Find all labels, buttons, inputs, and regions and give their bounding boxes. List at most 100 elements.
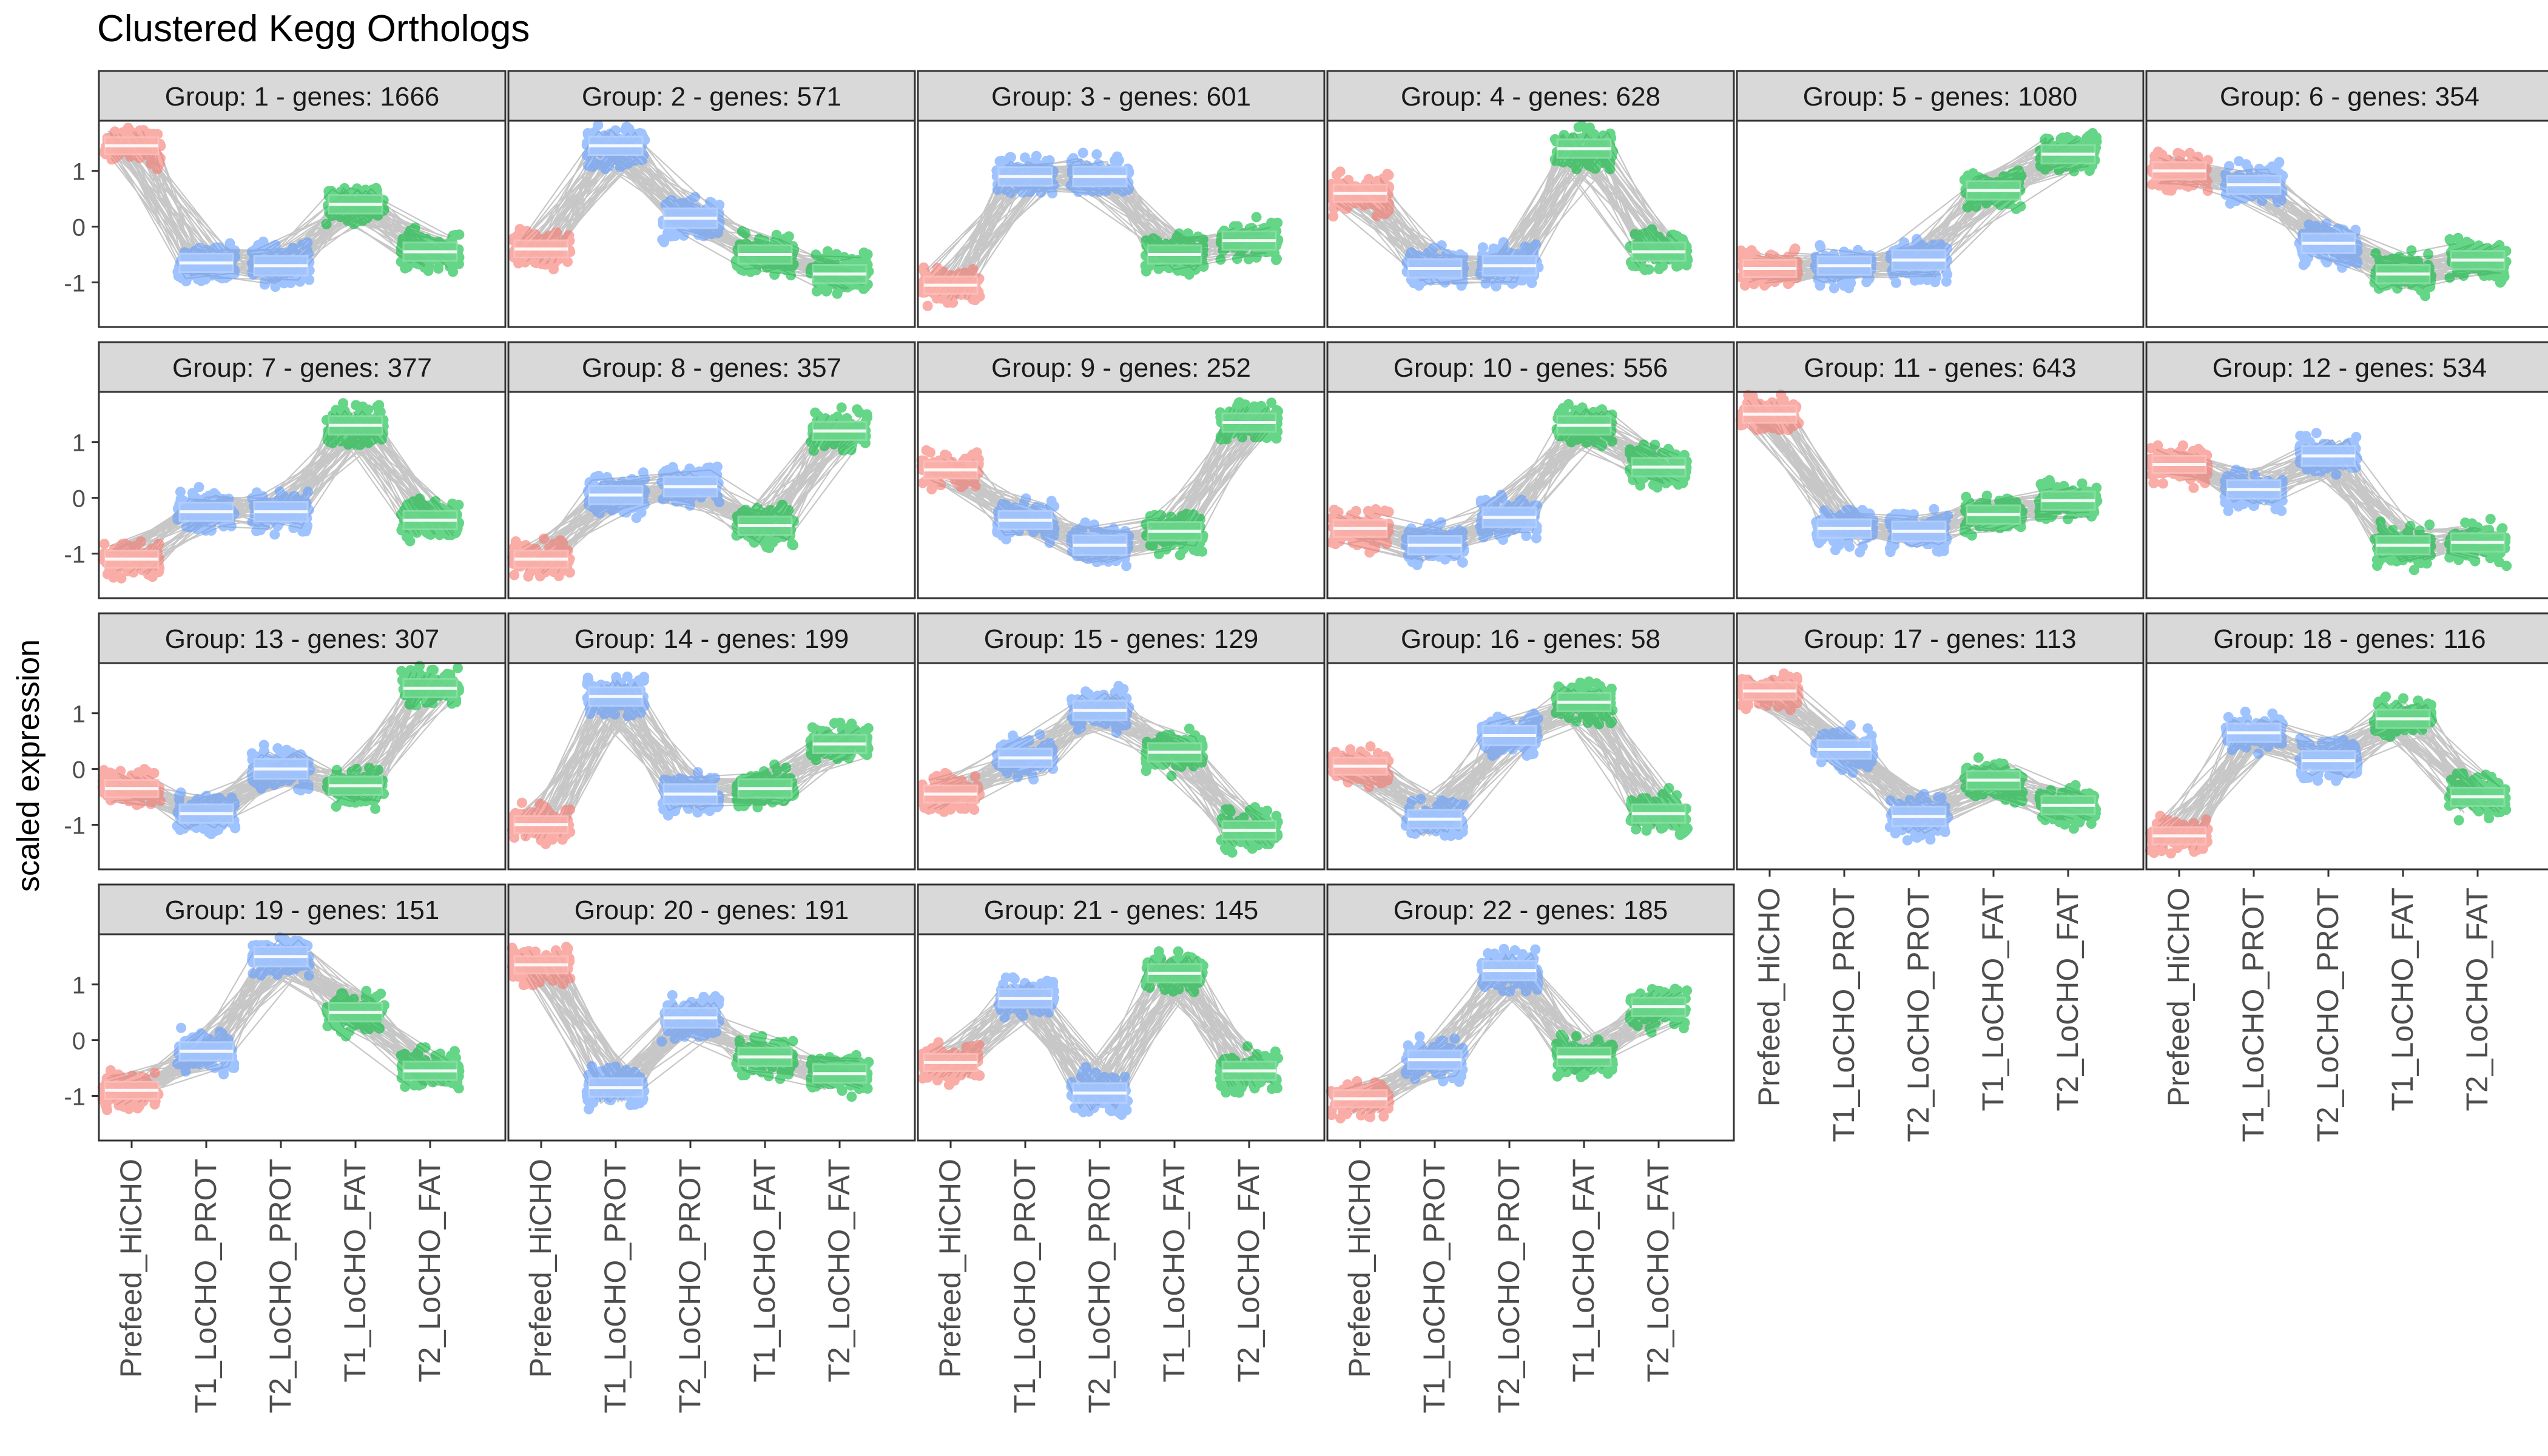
facet-group-16: Group: 16 - genes: 58	[1326, 612, 1735, 871]
panel-border	[98, 120, 507, 328]
facet-strip	[2145, 341, 2548, 393]
x-tick-label: T2_LoCHO_FAT	[1232, 1159, 1266, 1383]
x-axis-group-20: Prefeed_HiCHO T1_LoCHO_PROT T2_LoCHO_PROT T…	[524, 1141, 856, 1414]
facet-group-22: Group: 22 - genes: 185	[1326, 883, 1735, 1142]
facet-group-9: Group: 9 - genes: 252	[916, 341, 1326, 599]
x-tick-label: T1_LoCHO_PROT	[1417, 1159, 1451, 1414]
x-tick-label: T2_LoCHO_FAT	[1641, 1159, 1675, 1383]
facet-strip	[98, 70, 507, 122]
facet-panels: Group: 1 - genes: 1666 1 0 -1 Group: 2 - gen…	[64, 70, 2548, 1142]
facet-strip	[98, 341, 507, 393]
panel-border	[507, 933, 916, 1142]
x-tick-label: T1_LoCHO_FAT	[338, 1159, 372, 1383]
x-tick-label: T2_LoCHO_FAT	[2460, 888, 2494, 1111]
facet-group-11: Group: 11 - genes: 643	[1735, 341, 2145, 599]
x-axis-group-18: Prefeed_HiCHO T1_LoCHO_PROT T2_LoCHO_PROT T…	[2162, 869, 2494, 1142]
facet-group-14: Group: 14 - genes: 199	[507, 612, 916, 871]
facet-strip	[1736, 612, 2145, 664]
facet-strip	[917, 70, 1326, 122]
facet-strip	[1736, 341, 2145, 393]
facet-label: Group: 12 - genes: 534	[2213, 353, 2487, 383]
facet-strip	[98, 612, 507, 664]
facet-strip	[1326, 883, 1735, 935]
facet-strip	[1326, 612, 1735, 664]
facet-group-7: Group: 7 - genes: 377 1 0 -1	[64, 341, 507, 599]
facet-label: Group: 9 - genes: 252	[991, 353, 1251, 383]
panel-border	[2145, 662, 2548, 871]
y-tick-label: -1	[64, 812, 86, 839]
facet-label: Group: 13 - genes: 307	[165, 624, 440, 654]
facet-group-5: Group: 5 - genes: 1080	[1736, 70, 2145, 328]
facet-group-2: Group: 2 - genes: 571	[507, 70, 916, 328]
y-tick-label: 1	[72, 159, 86, 186]
facet-strip	[507, 70, 916, 122]
panel-border	[1736, 662, 2145, 871]
y-axis-label: scaled expression	[11, 639, 46, 892]
panel-border	[1326, 120, 1735, 328]
facet-label: Group: 7 - genes: 377	[172, 353, 432, 383]
facet-label: Group: 2 - genes: 571	[582, 82, 841, 112]
facet-group-12: Group: 12 - genes: 534	[2145, 341, 2548, 599]
panel-border	[98, 662, 507, 871]
y-tick-label: 1	[72, 701, 86, 728]
x-axis-group-22: Prefeed_HiCHO T1_LoCHO_PROT T2_LoCHO_PROT T…	[1343, 1141, 1675, 1414]
x-tick-label: T2_LoCHO_PROT	[1082, 1159, 1116, 1414]
y-tick-label: 0	[72, 1028, 86, 1055]
facet-label: Group: 10 - genes: 556	[1394, 353, 1668, 383]
y-tick-label: 1	[72, 430, 86, 457]
panel-border	[507, 120, 916, 328]
facet-label: Group: 11 - genes: 643	[1804, 353, 2076, 383]
facet-group-21: Group: 21 - genes: 145	[917, 883, 1326, 1142]
facet-strip	[98, 883, 507, 935]
facet-label: Group: 17 - genes: 113	[1804, 624, 2076, 654]
x-axis-group-17: Prefeed_HiCHO T1_LoCHO_PROT T2_LoCHO_PROT T…	[1752, 869, 2085, 1142]
panel-border	[917, 391, 1326, 599]
panel-border	[507, 662, 916, 871]
x-tick-label: Prefeed_HiCHO	[1343, 1159, 1377, 1378]
facet-strip	[1326, 70, 1735, 122]
x-tick-label: T1_LoCHO_PROT	[598, 1159, 632, 1414]
x-tick-label: T1_LoCHO_FAT	[747, 1159, 781, 1383]
facet-label: Group: 4 - genes: 628	[1401, 82, 1660, 112]
facet-group-15: Group: 15 - genes: 129	[917, 612, 1326, 871]
x-tick-label: T2_LoCHO_PROT	[263, 1159, 297, 1414]
x-tick-label: Prefeed_HiCHO	[933, 1159, 967, 1378]
panel-border	[2145, 391, 2548, 599]
panel-border	[507, 391, 916, 599]
panel-border	[917, 120, 1326, 328]
facet-label: Group: 6 - genes: 354	[2220, 82, 2479, 112]
y-tick-label: -1	[64, 270, 86, 297]
x-tick-label: Prefeed_HiCHO	[1752, 888, 1786, 1107]
facet-label: Group: 21 - genes: 145	[984, 895, 1259, 925]
facet-panel	[1327, 392, 1734, 598]
facet-label: Group: 1 - genes: 1666	[165, 82, 440, 112]
x-tick-label: Prefeed_HiCHO	[2162, 888, 2196, 1107]
facet-label: Group: 22 - genes: 185	[1394, 895, 1668, 925]
facet-group-6: Group: 6 - genes: 354	[2145, 70, 2548, 328]
facet-group-4: Group: 4 - genes: 628	[1326, 70, 1735, 328]
x-tick-label: T2_LoCHO_FAT	[822, 1159, 856, 1383]
x-tick-label: Prefeed_HiCHO	[524, 1159, 558, 1378]
facet-group-10: Group: 10 - genes: 556	[1326, 341, 1735, 599]
facet-panel	[1327, 663, 1734, 869]
y-tick-label: 1	[72, 972, 86, 999]
facet-label: Group: 5 - genes: 1080	[1803, 82, 2078, 112]
x-axes: Prefeed_HiCHO T1_LoCHO_PROT T2_LoCHO_PROT T…	[114, 869, 2494, 1414]
panel-border	[98, 933, 507, 1142]
x-tick-label: Prefeed_HiCHO	[114, 1159, 148, 1378]
facet-group-17: Group: 17 - genes: 113	[1735, 612, 2145, 871]
facet-label: Group: 15 - genes: 129	[984, 624, 1259, 654]
facet-group-18: Group: 18 - genes: 116	[2145, 612, 2548, 871]
x-tick-label: T2_LoCHO_PROT	[2311, 888, 2345, 1142]
facet-label: Group: 18 - genes: 116	[2213, 624, 2486, 654]
chart-title: Clustered Kegg Orthologs	[97, 8, 530, 50]
panel-border	[2145, 120, 2548, 328]
facet-strip	[507, 612, 916, 664]
x-tick-label: T2_LoCHO_PROT	[1901, 888, 1935, 1142]
y-tick-label: 0	[72, 486, 86, 513]
y-tick-label: -1	[64, 541, 86, 568]
panel-border	[1326, 662, 1735, 871]
y-tick-label: 0	[72, 757, 86, 784]
facet-strip	[507, 883, 916, 935]
